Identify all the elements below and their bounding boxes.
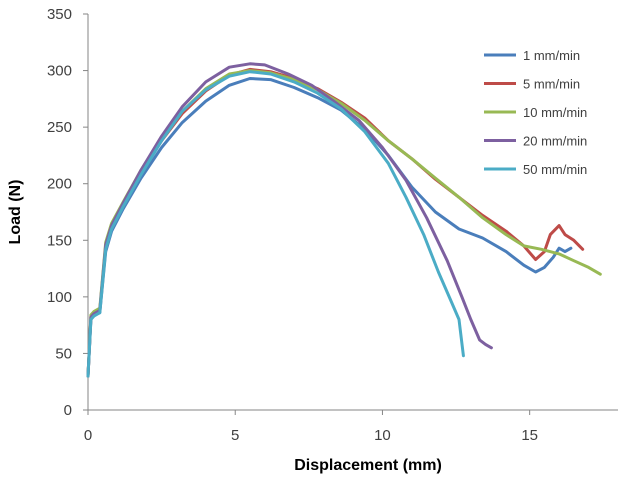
y-ticks: 0 50 100 150 200 250 300 350	[47, 6, 88, 419]
legend-label: 50 mm/min	[523, 162, 587, 177]
y-tick-label: 250	[47, 119, 72, 136]
y-tick-label: 0	[64, 402, 72, 419]
x-tick-label: 10	[374, 427, 391, 444]
legend-item: 10 mm/min	[484, 105, 587, 120]
y-axis-title: Load (N)	[7, 180, 24, 245]
legend-label: 1 mm/min	[523, 48, 580, 63]
y-tick-label: 350	[47, 6, 72, 23]
y-tick-label: 50	[55, 345, 72, 362]
series-line-50-mm-min	[86, 70, 465, 378]
x-axis-title: Displacement (mm)	[294, 457, 442, 474]
legend-item: 5 mm/min	[484, 77, 580, 92]
legend-item: 50 mm/min	[484, 162, 587, 177]
series-lines	[86, 62, 602, 378]
x-tick-label: 0	[84, 427, 92, 444]
legend-label: 10 mm/min	[523, 105, 587, 120]
legend-item: 20 mm/min	[484, 134, 587, 149]
axes	[87, 14, 618, 411]
x-tick-label: 5	[231, 427, 239, 444]
y-tick-label: 300	[47, 63, 72, 80]
x-ticks: 0 5 10 15	[84, 410, 538, 444]
x-tick-label: 15	[521, 427, 538, 444]
series-line-20-mm-min	[86, 62, 493, 378]
y-tick-label: 100	[47, 289, 72, 306]
legend-item: 1 mm/min	[484, 48, 580, 63]
legend-label: 20 mm/min	[523, 134, 587, 149]
y-tick-label: 200	[47, 176, 72, 193]
y-tick-label: 150	[47, 232, 72, 249]
series-line-5-mm-min	[86, 67, 585, 378]
legend-label: 5 mm/min	[523, 77, 580, 92]
legend: 1 mm/min 5 mm/min 10 mm/min 20 mm/min 50 mm/…	[484, 48, 587, 177]
